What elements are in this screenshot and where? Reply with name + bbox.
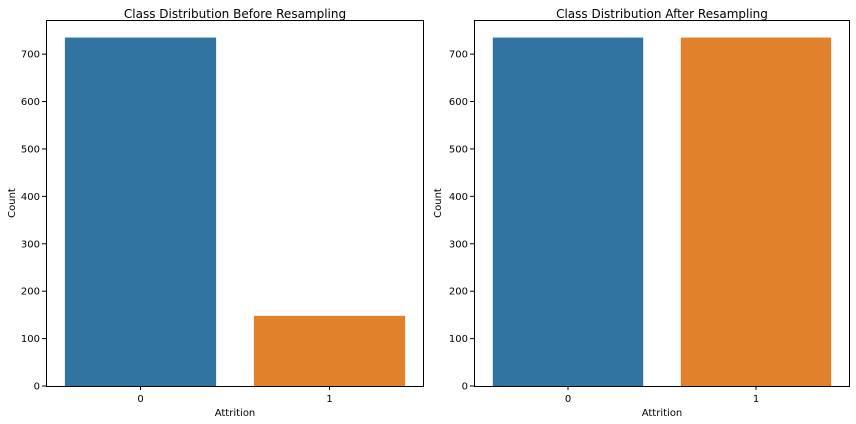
x-tick-label: 1: [326, 394, 332, 405]
chart-before-resampling: Class Distribution Before Resampling 010…: [7, 7, 424, 419]
y-ticks-group: 0 100 200 300 400 500 600 700: [449, 50, 474, 393]
y-axis-label: Count: [433, 188, 444, 218]
bar-class-0: [492, 37, 644, 386]
bar-class-1: [253, 315, 406, 386]
y-tick-label: 400: [21, 192, 40, 203]
axes-frame: [46, 20, 424, 387]
y-tick-label: 300: [449, 239, 468, 250]
y-tick-label: 0: [34, 382, 40, 393]
chart-title: Class Distribution Before Resampling: [124, 7, 346, 21]
x-tick-label: 0: [565, 394, 571, 405]
y-tick-label: 500: [449, 144, 468, 155]
x-tick-label: 0: [137, 394, 143, 405]
chart-after-resampling: Class Distribution After Resampling 0100…: [433, 7, 850, 419]
bar-class-0: [64, 37, 217, 386]
y-tick-label: 700: [449, 50, 468, 61]
y-tick-label: 100: [21, 334, 40, 345]
x-axis-label: Attrition: [642, 408, 683, 419]
bars-group: [492, 37, 832, 386]
y-tick-label: 600: [21, 97, 40, 108]
x-tick-label: 1: [753, 394, 759, 405]
chart-title: Class Distribution After Resampling: [556, 7, 768, 21]
y-tick-label: 600: [449, 97, 468, 108]
x-axis-label: Attrition: [215, 408, 256, 419]
y-tick-label: 700: [21, 50, 40, 61]
y-ticks-group: 0 100 200 300 400 500 600 700: [21, 50, 46, 393]
y-tick-label: 500: [21, 144, 40, 155]
y-tick-label: 400: [449, 192, 468, 203]
axes-frame: [474, 20, 850, 387]
bars-group: [64, 37, 406, 386]
y-tick-label: 300: [21, 239, 40, 250]
y-tick-label: 100: [449, 334, 468, 345]
bar-class-1: [680, 37, 832, 386]
y-tick-label: 200: [449, 287, 468, 298]
y-tick-label: 200: [21, 287, 40, 298]
y-axis-label: Count: [7, 188, 18, 218]
y-tick-label: 0: [462, 382, 468, 393]
